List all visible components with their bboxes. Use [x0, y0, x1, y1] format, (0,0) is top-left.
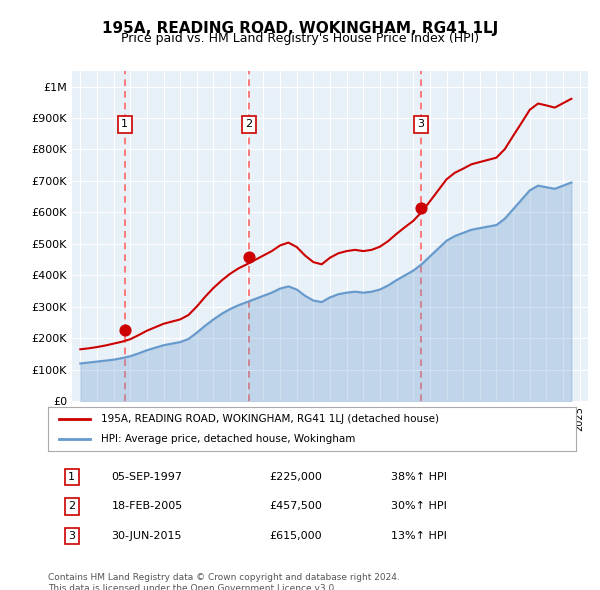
- Point: [416, 203, 425, 212]
- Point: [120, 326, 130, 335]
- Text: Price paid vs. HM Land Registry's House Price Index (HPI): Price paid vs. HM Land Registry's House …: [121, 32, 479, 45]
- Text: 3: 3: [418, 119, 424, 129]
- Text: 2: 2: [68, 502, 76, 512]
- Text: Contains HM Land Registry data © Crown copyright and database right 2024.
This d: Contains HM Land Registry data © Crown c…: [48, 573, 400, 590]
- Text: 1: 1: [68, 472, 75, 482]
- Text: £457,500: £457,500: [270, 502, 323, 512]
- Text: 38%↑ HPI: 38%↑ HPI: [391, 472, 447, 482]
- Text: 3: 3: [68, 531, 75, 541]
- Text: 30-JUN-2015: 30-JUN-2015: [112, 531, 182, 541]
- Text: 1: 1: [121, 119, 128, 129]
- Text: £225,000: £225,000: [270, 472, 323, 482]
- Text: HPI: Average price, detached house, Wokingham: HPI: Average price, detached house, Woki…: [101, 434, 355, 444]
- Text: 195A, READING ROAD, WOKINGHAM, RG41 1LJ (detached house): 195A, READING ROAD, WOKINGHAM, RG41 1LJ …: [101, 415, 439, 424]
- Text: 2: 2: [245, 119, 253, 129]
- Text: 195A, READING ROAD, WOKINGHAM, RG41 1LJ: 195A, READING ROAD, WOKINGHAM, RG41 1LJ: [102, 21, 498, 35]
- Text: 13%↑ HPI: 13%↑ HPI: [391, 531, 447, 541]
- Text: 18-FEB-2005: 18-FEB-2005: [112, 502, 182, 512]
- Text: £615,000: £615,000: [270, 531, 322, 541]
- Text: 30%↑ HPI: 30%↑ HPI: [391, 502, 447, 512]
- Point: [244, 253, 254, 262]
- Text: 05-SEP-1997: 05-SEP-1997: [112, 472, 182, 482]
